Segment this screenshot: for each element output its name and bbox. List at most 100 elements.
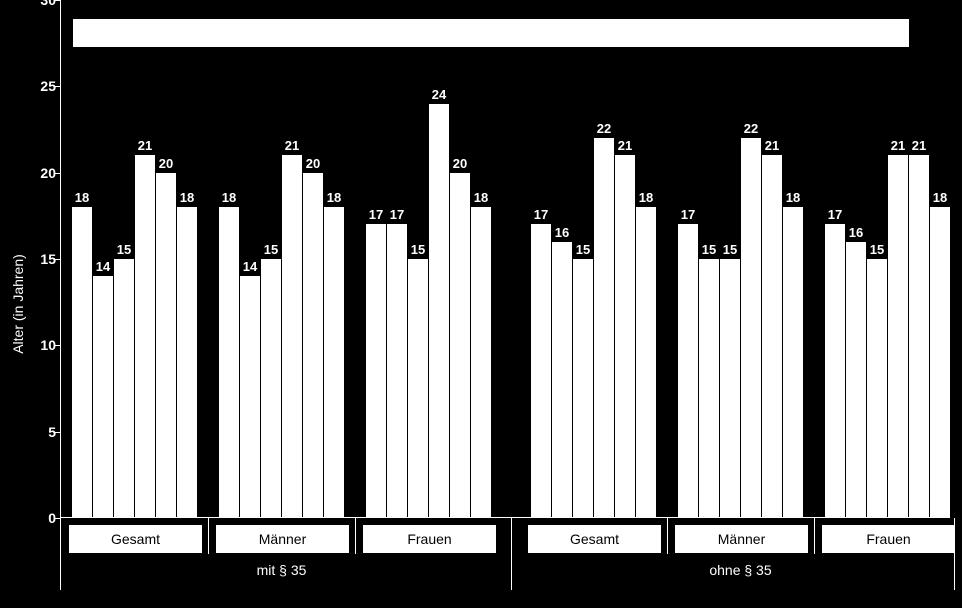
y-tick-mark xyxy=(54,259,60,260)
bar-value-label: 20 xyxy=(306,156,320,171)
y-tick-label: 10 xyxy=(26,337,56,353)
bar-value-label: 18 xyxy=(474,190,488,205)
bar xyxy=(93,276,113,518)
bar xyxy=(783,207,803,518)
y-tick-mark xyxy=(54,0,60,1)
y-tick-mark xyxy=(54,86,60,87)
y-axis-label: Alter (in Jahren) xyxy=(10,254,26,354)
bar xyxy=(615,155,635,518)
bar-value-label: 21 xyxy=(912,138,926,153)
x-outer-group-label: ohne § 35 xyxy=(709,562,771,578)
bar-value-label: 15 xyxy=(702,242,716,257)
bar-value-label: 15 xyxy=(117,242,131,257)
bar xyxy=(573,259,593,518)
bar-value-label: 15 xyxy=(870,242,884,257)
bar xyxy=(720,259,740,518)
bar-value-label: 18 xyxy=(75,190,89,205)
x-subgroup-label: Frauen xyxy=(362,524,497,554)
bar-value-label: 14 xyxy=(243,259,257,274)
bar-value-label: 17 xyxy=(534,207,548,222)
bar xyxy=(114,259,134,518)
bar xyxy=(678,224,698,518)
bar xyxy=(636,207,656,518)
y-tick-mark xyxy=(54,173,60,174)
x-separator xyxy=(954,518,955,590)
bar xyxy=(909,155,929,518)
bar-value-label: 18 xyxy=(180,190,194,205)
bar xyxy=(471,207,491,518)
y-tick-label: 20 xyxy=(26,165,56,181)
bar xyxy=(156,173,176,518)
y-tick-label: 0 xyxy=(26,510,56,526)
bar-value-label: 18 xyxy=(327,190,341,205)
x-separator xyxy=(60,518,61,590)
bar-value-label: 21 xyxy=(891,138,905,153)
bar xyxy=(450,173,470,518)
bar xyxy=(762,155,782,518)
x-separator xyxy=(208,518,209,554)
bar xyxy=(366,224,386,518)
bar-value-label: 17 xyxy=(369,207,383,222)
bar xyxy=(408,259,428,518)
x-outer-group-label: mit § 35 xyxy=(257,562,307,578)
bar-value-label: 15 xyxy=(411,242,425,257)
bar xyxy=(531,224,551,518)
bar-value-label: 16 xyxy=(849,225,863,240)
bar-value-label: 22 xyxy=(597,121,611,136)
x-separator xyxy=(511,518,512,590)
bar-value-label: 21 xyxy=(285,138,299,153)
bar-value-label: 22 xyxy=(744,121,758,136)
bar xyxy=(303,173,323,518)
bar xyxy=(135,155,155,518)
bar-value-label: 15 xyxy=(264,242,278,257)
age-bar-chart: Alter (in Jahren) 0 5 10 15 20 25 30 18 14 15 21 20… xyxy=(0,0,962,608)
x-separator xyxy=(355,518,356,554)
bar-value-label: 17 xyxy=(390,207,404,222)
x-subgroup-label: Gesamt xyxy=(68,524,203,554)
bar xyxy=(888,155,908,518)
bar xyxy=(72,207,92,518)
bar xyxy=(594,138,614,518)
bar-value-label: 18 xyxy=(933,190,947,205)
bar-value-label: 18 xyxy=(639,190,653,205)
bar-value-label: 21 xyxy=(618,138,632,153)
bar xyxy=(324,207,344,518)
bar-value-label: 15 xyxy=(723,242,737,257)
y-axis-label-container: Alter (in Jahren) xyxy=(8,0,28,608)
bar-value-label: 16 xyxy=(555,225,569,240)
bar xyxy=(930,207,950,518)
legend-box xyxy=(72,18,910,48)
bar xyxy=(219,207,239,518)
bar xyxy=(240,276,260,518)
y-tick-mark xyxy=(54,432,60,433)
bar xyxy=(177,207,197,518)
x-subgroup-label: Frauen xyxy=(821,524,956,554)
y-axis-line xyxy=(60,0,61,518)
bar-value-label: 21 xyxy=(765,138,779,153)
x-separator xyxy=(814,518,815,554)
bar xyxy=(429,104,449,518)
bar xyxy=(387,224,407,518)
bar xyxy=(867,259,887,518)
bar xyxy=(741,138,761,518)
bar xyxy=(825,224,845,518)
y-tick-label: 30 xyxy=(26,0,56,8)
bar-value-label: 18 xyxy=(222,190,236,205)
plot-area: 0510152025301814152120181814152120181717… xyxy=(60,0,950,518)
y-tick-label: 15 xyxy=(26,251,56,267)
bar-value-label: 21 xyxy=(138,138,152,153)
bar-value-label: 18 xyxy=(786,190,800,205)
bar xyxy=(261,259,281,518)
bar-value-label: 24 xyxy=(432,87,446,102)
y-tick-label: 25 xyxy=(26,78,56,94)
bar xyxy=(282,155,302,518)
x-subgroup-label: Männer xyxy=(674,524,809,554)
x-subgroup-label: Gesamt xyxy=(527,524,662,554)
bar-value-label: 15 xyxy=(576,242,590,257)
bar xyxy=(846,242,866,518)
y-tick-mark xyxy=(54,345,60,346)
x-subgroup-label: Männer xyxy=(215,524,350,554)
x-separator xyxy=(667,518,668,554)
y-tick-label: 5 xyxy=(26,424,56,440)
bar xyxy=(699,259,719,518)
